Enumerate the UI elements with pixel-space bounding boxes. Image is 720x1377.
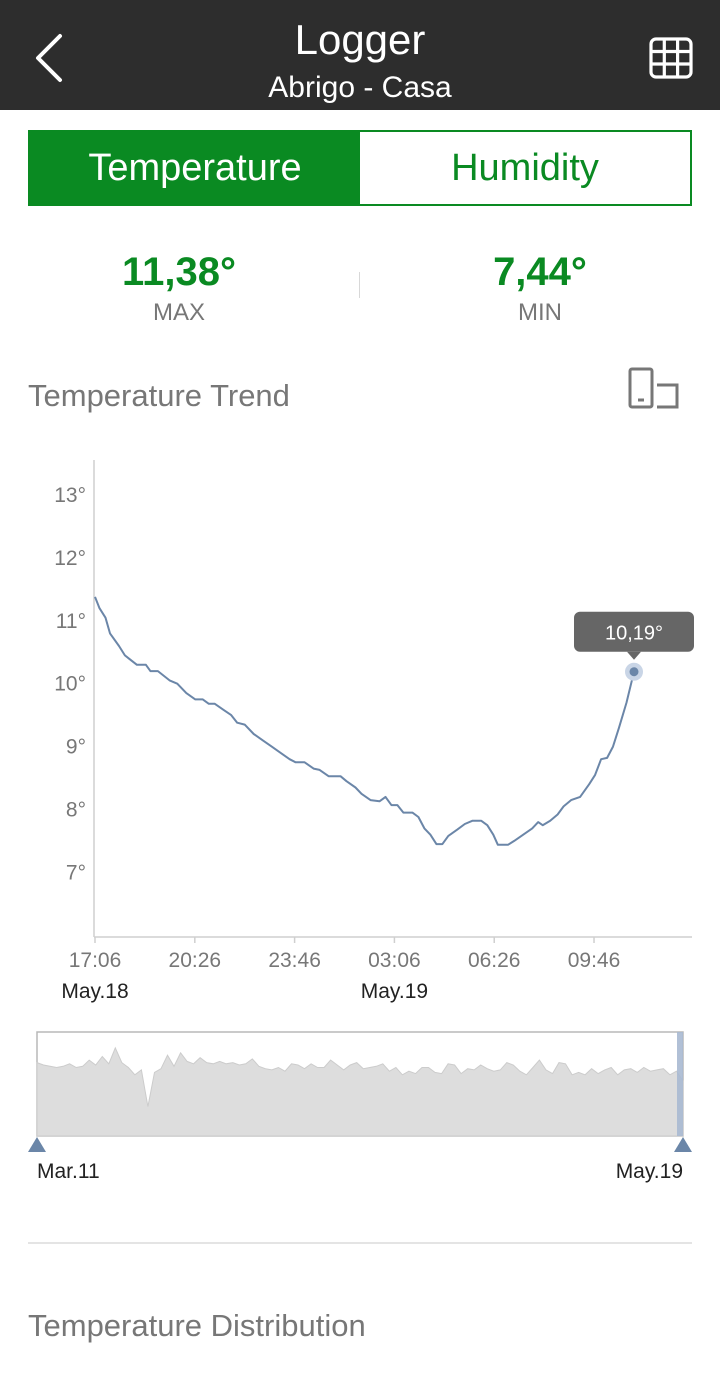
y-tick-label: 8°	[66, 799, 86, 822]
temperature-series-line	[94, 596, 635, 846]
section-divider	[28, 1242, 692, 1244]
tooltip-pointer	[627, 651, 641, 660]
page-subtitle: Abrigo - Casa	[268, 71, 452, 104]
navigator-selection	[677, 1032, 683, 1136]
min-label: MIN	[518, 299, 562, 326]
table-grid-icon	[649, 37, 693, 79]
navigator-start-label: Mar.11	[37, 1160, 100, 1183]
y-tick-label: 12°	[54, 547, 86, 570]
temperature-trend-chart[interactable]: 13° 12° 11° 10° 9° 8° 7° 17:06 20:26 23:46 03:06 06…	[0, 440, 720, 1040]
tooltip-point	[629, 667, 639, 677]
date-label: May.19	[361, 980, 428, 1003]
trend-title: Temperature Trend	[28, 378, 290, 413]
chevron-left-icon	[36, 34, 62, 82]
y-tick-label: 13°	[54, 484, 86, 507]
max-label: MAX	[152, 299, 205, 326]
phone-rotate-icon	[628, 367, 679, 409]
tab-humidity[interactable]: Humidity	[360, 132, 690, 204]
x-tick-label: 20:26	[169, 949, 222, 972]
metric-tabs: Temperature Humidity	[28, 130, 692, 206]
y-tick-label: 7°	[66, 861, 86, 884]
max-stat: 11,38° MAX	[29, 248, 329, 328]
x-tick-label: 03:06	[368, 949, 421, 972]
date-label: May.18	[61, 980, 128, 1003]
back-button[interactable]	[22, 28, 78, 88]
tab-temperature[interactable]: Temperature	[30, 132, 360, 204]
range-navigator[interactable]: Mar.11 May.19	[0, 1020, 720, 1190]
x-tick-label: 09:46	[568, 949, 621, 972]
distribution-title: Temperature Distribution	[28, 1308, 366, 1343]
x-tick-label: 17:06	[69, 949, 122, 972]
min-stat: 7,44° MIN	[390, 248, 690, 328]
x-tick-label: 23:46	[268, 949, 321, 972]
navigator-left-handle	[28, 1137, 46, 1152]
page-title: Logger	[294, 16, 426, 63]
navigator-end-label: May.19	[616, 1160, 683, 1183]
app-header: Logger Abrigo - Casa	[0, 0, 720, 110]
navigator-right-handle	[674, 1137, 692, 1152]
tooltip-box	[574, 611, 694, 652]
rotate-landscape-button[interactable]	[624, 366, 682, 414]
tooltip: 10,19°	[574, 611, 694, 660]
min-value: 7,44°	[493, 250, 587, 294]
max-value: 11,38°	[122, 250, 236, 294]
y-tick-label: 10°	[54, 673, 86, 696]
stat-divider	[359, 272, 360, 298]
navigator-area	[36, 1046, 684, 1137]
x-tick-label: 06:26	[468, 949, 521, 972]
y-tick-label: 9°	[66, 736, 86, 759]
tooltip-label: 10,19°	[605, 623, 663, 645]
table-view-button[interactable]	[644, 34, 698, 84]
y-tick-label: 11°	[56, 610, 86, 633]
